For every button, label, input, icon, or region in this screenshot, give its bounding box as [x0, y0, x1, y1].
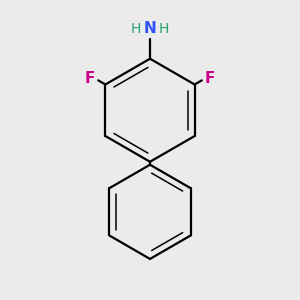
Text: H: H: [159, 22, 169, 36]
Text: F: F: [205, 71, 215, 86]
Text: F: F: [85, 71, 95, 86]
Text: H: H: [131, 22, 141, 36]
Text: N: N: [144, 21, 156, 36]
